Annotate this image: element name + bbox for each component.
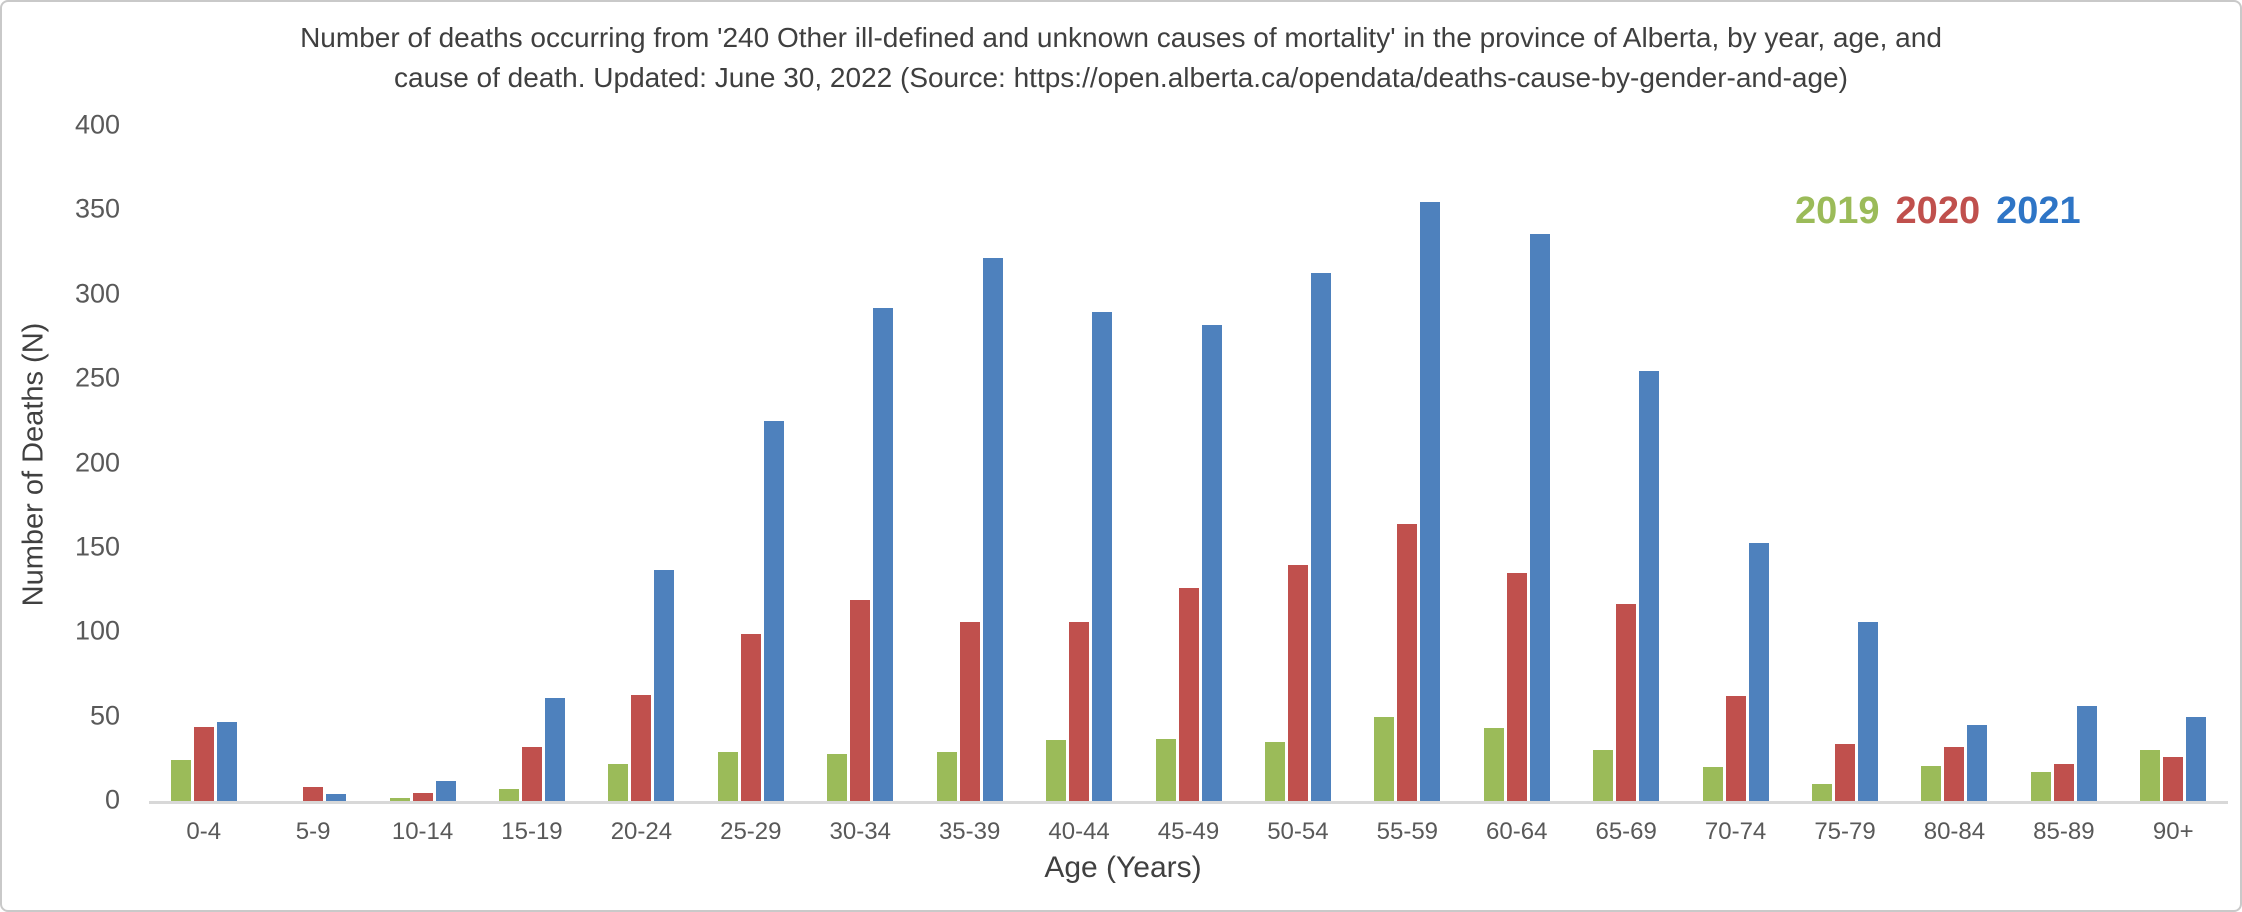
bar-2020-90+ xyxy=(2163,757,2183,801)
legend-item-2021: 2021 xyxy=(1996,190,2081,232)
bar-2021-60-64 xyxy=(1530,234,1550,801)
bar-2021-5-9 xyxy=(326,794,346,801)
bar-2019-30-34 xyxy=(827,754,847,801)
bar-2020-85-89 xyxy=(2054,764,2074,801)
bar-2020-30-34 xyxy=(850,600,870,801)
chart-title: Number of deaths occurring from '240 Oth… xyxy=(2,18,2240,98)
bar-2021-80-84 xyxy=(1967,725,1987,801)
x-tick-label-45-49: 45-49 xyxy=(1157,818,1220,845)
bar-2019-15-19 xyxy=(499,789,519,801)
y-tick-label: 150 xyxy=(74,531,120,562)
x-tick-label-5-9: 5-9 xyxy=(295,818,331,845)
y-tick-label: 300 xyxy=(74,278,120,309)
legend: 2019 2020 2021 xyxy=(1795,190,2081,233)
bar-2020-0-4 xyxy=(194,727,214,801)
x-tick-label-75-79: 75-79 xyxy=(1814,818,1876,845)
bar-2019-40-44 xyxy=(1046,740,1066,801)
y-tick-label: 350 xyxy=(74,193,120,224)
bar-2019-65-69 xyxy=(1593,750,1613,801)
x-tick-label-0-4: 0-4 xyxy=(186,818,222,845)
x-axis-title: Age (Years) xyxy=(1044,851,1202,884)
bar-2021-30-34 xyxy=(873,308,893,801)
bar-2021-10-14 xyxy=(436,781,456,801)
bar-2019-45-49 xyxy=(1156,739,1176,801)
chart-title-line1: Number of deaths occurring from '240 Oth… xyxy=(300,22,1942,53)
x-tick-label-90+: 90+ xyxy=(2152,818,2194,845)
x-tick-label-80-84: 80-84 xyxy=(1923,818,1986,845)
x-tick-label-65-69: 65-69 xyxy=(1595,818,1657,845)
bar-2019-60-64 xyxy=(1484,728,1504,801)
bar-2021-0-4 xyxy=(217,722,237,801)
bar-2019-25-29 xyxy=(718,752,738,801)
x-tick-label-20-24: 20-24 xyxy=(610,818,673,845)
bar-2021-70-74 xyxy=(1749,543,1769,801)
bar-2019-35-39 xyxy=(937,752,957,801)
bar-2020-55-59 xyxy=(1397,524,1417,801)
x-tick-label-40-44: 40-44 xyxy=(1048,818,1110,845)
bar-2021-50-54 xyxy=(1311,273,1331,801)
bar-2019-10-14 xyxy=(390,798,410,801)
x-tick-label-70-74: 70-74 xyxy=(1704,818,1767,845)
bar-2020-75-79 xyxy=(1835,744,1855,801)
bar-2021-40-44 xyxy=(1092,312,1112,801)
bar-2020-10-14 xyxy=(413,793,433,801)
bar-2020-80-84 xyxy=(1944,747,1964,801)
bar-2021-20-24 xyxy=(654,570,674,801)
x-tick-label-55-59: 55-59 xyxy=(1376,818,1439,845)
bar-2020-20-24 xyxy=(631,695,651,801)
bar-2020-70-74 xyxy=(1726,696,1746,801)
bar-2020-35-39 xyxy=(960,622,980,801)
bar-2019-0-4 xyxy=(171,760,191,801)
bar-2021-90+ xyxy=(2186,717,2206,801)
bar-2019-90+ xyxy=(2140,750,2160,801)
y-tick-label: 400 xyxy=(74,109,120,140)
x-tick-label-85-89: 85-89 xyxy=(2033,818,2095,845)
bar-2019-50-54 xyxy=(1265,742,1285,801)
bar-2020-65-69 xyxy=(1616,604,1636,801)
bar-2019-75-79 xyxy=(1812,784,1832,801)
y-tick-label: 200 xyxy=(74,446,120,477)
bar-2021-75-79 xyxy=(1858,622,1878,801)
x-axis-line xyxy=(149,801,2228,804)
bar-2020-50-54 xyxy=(1288,565,1308,801)
bar-2019-20-24 xyxy=(608,764,628,801)
x-tick-label-25-29: 25-29 xyxy=(720,818,782,845)
x-tick-label-60-64: 60-64 xyxy=(1486,818,1548,845)
y-tick-label: 50 xyxy=(89,699,120,730)
bar-2019-80-84 xyxy=(1921,766,1941,801)
x-tick-label-50-54: 50-54 xyxy=(1267,818,1329,845)
bar-2020-60-64 xyxy=(1507,573,1527,801)
bar-2019-70-74 xyxy=(1703,767,1723,801)
x-tick-label-10-14: 10-14 xyxy=(391,818,454,845)
x-tick-label-35-39: 35-39 xyxy=(938,818,1001,845)
bar-2021-45-49 xyxy=(1202,325,1222,801)
y-tick-label: 0 xyxy=(104,784,120,815)
bar-2020-40-44 xyxy=(1069,622,1089,801)
bar-2021-55-59 xyxy=(1420,202,1440,801)
bar-2019-85-89 xyxy=(2031,772,2051,801)
bar-2019-55-59 xyxy=(1374,717,1394,801)
bar-2021-85-89 xyxy=(2077,706,2097,801)
bar-2021-15-19 xyxy=(545,698,565,801)
bar-2021-65-69 xyxy=(1639,371,1659,801)
legend-item-2020: 2020 xyxy=(1895,190,1981,232)
bar-2021-35-39 xyxy=(983,258,1003,801)
bar-2020-5-9 xyxy=(303,787,323,801)
bar-2020-25-29 xyxy=(741,634,761,801)
y-tick-label: 250 xyxy=(74,362,120,393)
bar-2021-25-29 xyxy=(764,421,784,801)
y-tick-label: 100 xyxy=(74,615,120,646)
bar-2020-45-49 xyxy=(1179,588,1199,801)
x-tick-label-30-34: 30-34 xyxy=(829,818,891,845)
legend-item-2019: 2019 xyxy=(1795,190,1880,232)
bar-2020-15-19 xyxy=(522,747,542,801)
chart-title-line2: cause of death. Updated: June 30, 2022 (… xyxy=(394,62,1848,93)
x-tick-label-15-19: 15-19 xyxy=(501,818,563,845)
